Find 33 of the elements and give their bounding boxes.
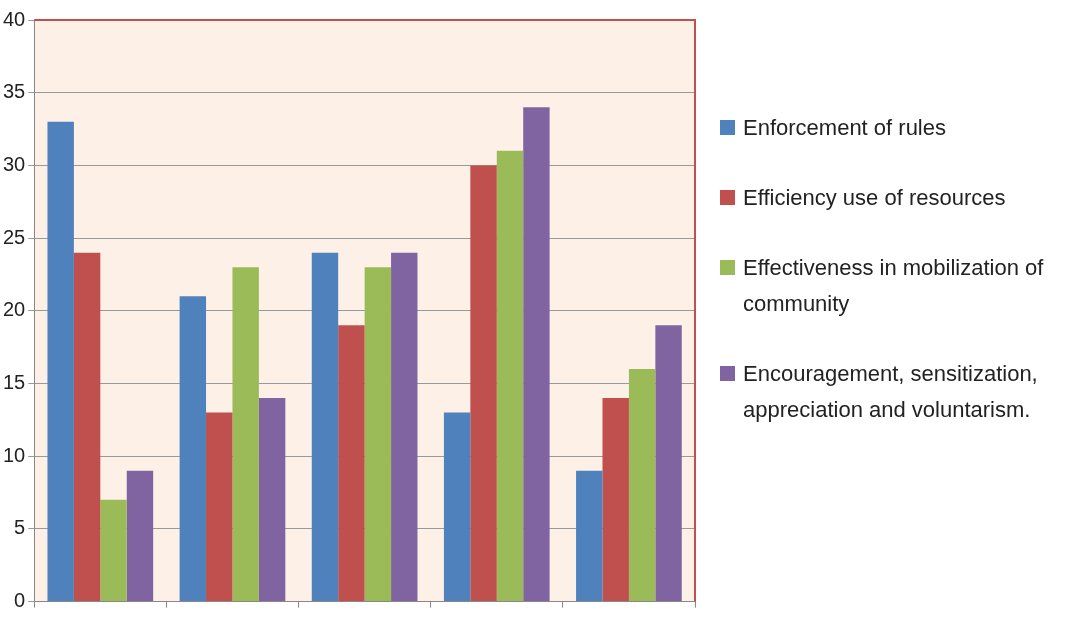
bar [47,121,74,602]
y-tick-label: 10 [3,443,26,466]
y-tick-label: 25 [3,225,26,248]
bar [206,412,233,602]
legend-label: Efficiency use of resources [743,184,1006,212]
bar [126,470,154,602]
bar [602,398,629,602]
bar [470,165,497,602]
bar [576,470,603,602]
bar [232,267,259,602]
bar [100,499,127,602]
bar [179,296,207,602]
bar [628,368,656,602]
y-tick-label: 30 [3,152,26,175]
bar [496,150,524,602]
legend-label: Encouragement, sensitization, appreciation and voluntarism. [743,360,1039,424]
bar [443,412,471,602]
bar [523,107,550,602]
y-tick-label: 15 [3,371,26,394]
y-tick-label: 35 [3,80,26,103]
y-tick-label: 40 [3,7,26,30]
bar [655,325,682,602]
bar [311,252,339,602]
bar [258,398,286,602]
bar [364,267,392,602]
y-tick-label: 0 [14,589,26,612]
y-tick-label: 5 [14,516,26,539]
bar [73,252,101,602]
legend-label: Enforcement of rules [743,114,946,142]
bar [391,252,418,602]
bar [338,325,365,602]
legend-label: Effectiveness in mobilization of community [743,254,1045,318]
y-tick-label: 20 [3,298,26,321]
